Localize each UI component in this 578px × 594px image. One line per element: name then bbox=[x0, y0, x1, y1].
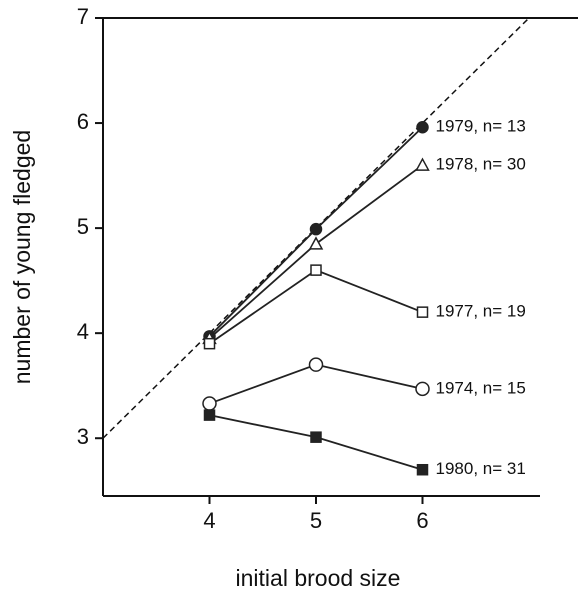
series-label: 1980, n= 31 bbox=[436, 459, 526, 478]
y-tick-label: 7 bbox=[77, 4, 89, 29]
x-tick-label: 6 bbox=[416, 508, 428, 533]
series-label: 1979, n= 13 bbox=[436, 117, 526, 136]
series-line bbox=[208, 269, 423, 345]
x-tick-label: 4 bbox=[203, 508, 215, 533]
marker bbox=[416, 121, 429, 134]
series-label: 1978, n= 30 bbox=[436, 155, 526, 174]
marker bbox=[416, 463, 429, 476]
marker bbox=[203, 337, 216, 350]
x-axis-label: initial brood size bbox=[236, 565, 401, 591]
series-label: 1977, n= 19 bbox=[436, 302, 526, 321]
marker bbox=[310, 264, 322, 276]
marker bbox=[202, 396, 217, 411]
marker bbox=[309, 222, 323, 236]
y-tick-label: 3 bbox=[77, 424, 89, 449]
series-label: 1974, n= 15 bbox=[436, 378, 526, 397]
series-line bbox=[208, 164, 424, 340]
y-tick-label: 5 bbox=[77, 214, 89, 239]
y-axis-label: number of young fledged bbox=[9, 130, 35, 384]
y-tick-label: 4 bbox=[77, 319, 89, 344]
marker bbox=[308, 236, 324, 250]
y-tick-label: 6 bbox=[77, 109, 89, 134]
marker bbox=[415, 157, 430, 171]
marker bbox=[416, 306, 429, 318]
marker bbox=[415, 381, 430, 397]
marker bbox=[310, 431, 322, 443]
marker bbox=[203, 409, 216, 421]
marker bbox=[308, 357, 324, 372]
x-tick-label: 5 bbox=[310, 508, 322, 533]
